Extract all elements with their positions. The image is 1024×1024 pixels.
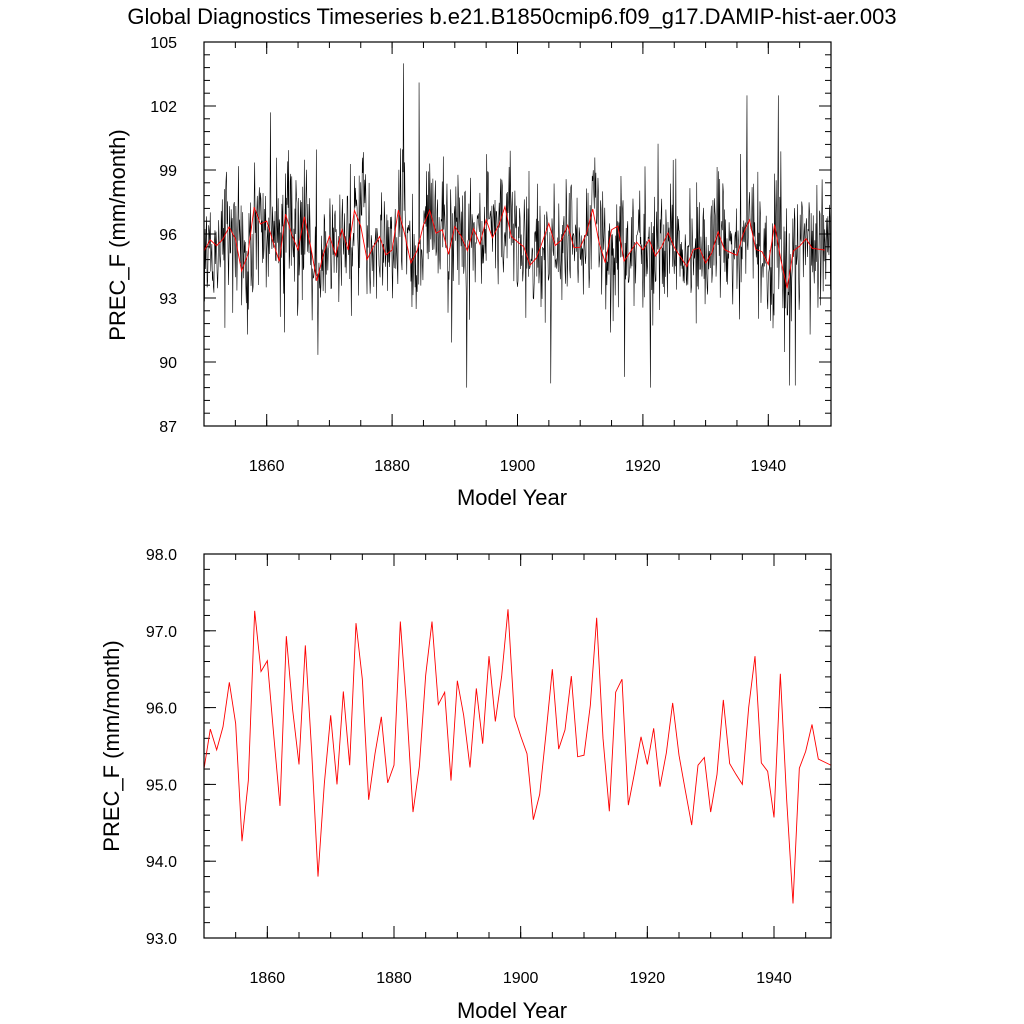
bottom-x-tick-label: 1920 bbox=[630, 970, 666, 987]
top-panel: Model Year PREC_F (mm/month) 1860 1880 190… bbox=[105, 35, 832, 510]
bottom-x-tick-label: 1900 bbox=[503, 970, 539, 987]
top-x-tick-label: 1880 bbox=[374, 458, 410, 475]
bottom-plot-frame bbox=[203, 553, 832, 939]
top-monthly-line bbox=[204, 63, 831, 388]
bottom-y-tick-label: 93.0 bbox=[146, 931, 177, 948]
top-y-tick-label: 93 bbox=[159, 291, 177, 308]
bottom-x-axis-label: Model Year bbox=[457, 998, 567, 1023]
top-y-tick-label: 99 bbox=[159, 163, 177, 180]
bottom-annual-mean-line bbox=[204, 609, 831, 904]
bottom-y-axis-label: PREC_F (mm/month) bbox=[99, 640, 124, 851]
top-x-tick-label: 1940 bbox=[751, 458, 787, 475]
bottom-y-tick-label: 95.0 bbox=[146, 777, 177, 794]
top-y-tick-label: 90 bbox=[159, 355, 177, 372]
top-y-tick-label: 102 bbox=[150, 99, 177, 116]
top-x-tick-label: 1920 bbox=[625, 458, 661, 475]
bottom-y-tick-label: 94.0 bbox=[146, 854, 177, 871]
top-plot-frame bbox=[203, 41, 832, 427]
bottom-x-tick-label: 1880 bbox=[376, 970, 412, 987]
bottom-panel: Model Year PREC_F (mm/month) 1860 1880 190… bbox=[99, 547, 832, 1023]
bottom-x-tick-label: 1860 bbox=[250, 970, 286, 987]
top-y-tick-label: 105 bbox=[150, 35, 177, 52]
top-x-tick-label: 1860 bbox=[249, 458, 285, 475]
top-x-axis-label: Model Year bbox=[457, 485, 567, 510]
bottom-x-tick-label: 1940 bbox=[756, 970, 792, 987]
bottom-y-tick-label: 96.0 bbox=[146, 701, 177, 718]
top-x-tick-label: 1900 bbox=[500, 458, 536, 475]
bottom-y-tick-label: 97.0 bbox=[146, 624, 177, 641]
top-y-tick-label: 96 bbox=[159, 227, 177, 244]
top-y-axis-label: PREC_F (mm/month) bbox=[105, 129, 130, 340]
bottom-y-tick-label: 98.0 bbox=[146, 547, 177, 564]
top-annual-mean-line bbox=[204, 204, 825, 289]
chart-title: Global Diagnostics Timeseries b.e21.B185… bbox=[127, 4, 896, 29]
top-y-tick-label: 87 bbox=[159, 419, 177, 436]
